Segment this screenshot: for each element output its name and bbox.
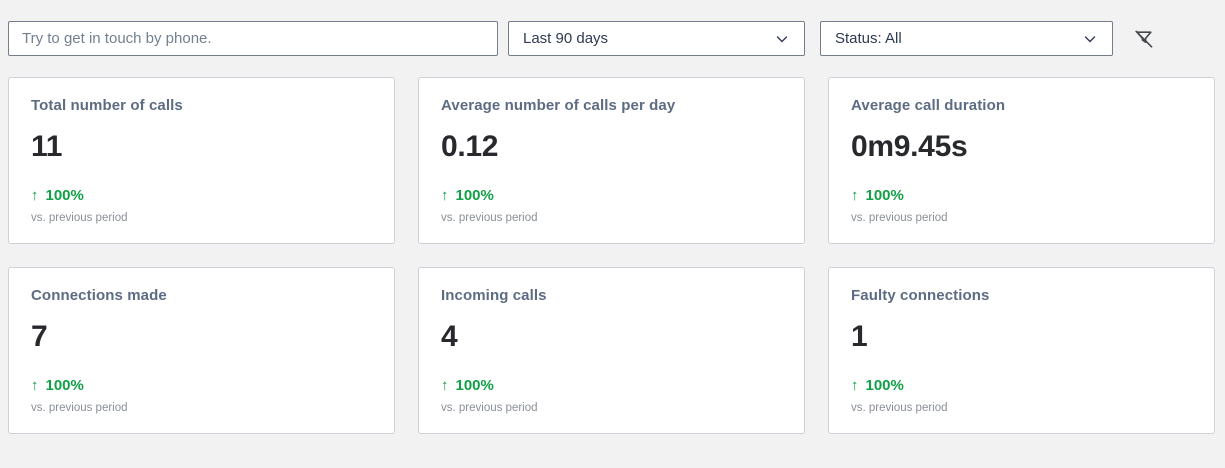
stat-card-total-calls: Total number of calls 11 ↑ 100% vs. prev… [8,77,395,244]
stat-delta: ↑ 100% [31,377,372,394]
stat-delta: ↑ 100% [31,187,372,204]
stat-compare-label: vs. previous period [31,402,128,414]
stat-delta: ↑ 100% [851,187,1192,204]
stats-grid: Total number of calls 11 ↑ 100% vs. prev… [8,77,1215,434]
stat-value: 11 [31,130,63,163]
period-select-value: Last 90 days [523,30,609,47]
stat-delta: ↑ 100% [441,187,782,204]
stat-title: Faulty connections [851,287,990,304]
stat-delta-value: 100% [865,187,904,204]
period-select[interactable]: Last 90 days [508,21,805,56]
stat-card-incoming-calls: Incoming calls 4 ↑ 100% vs. previous per… [418,267,805,434]
stat-compare-label: vs. previous period [441,212,538,224]
chevron-down-icon [776,35,788,42]
search-input[interactable] [8,21,498,56]
stat-title: Incoming calls [441,287,547,304]
stat-value: 7 [31,320,48,353]
trend-up-icon: ↑ [441,377,449,394]
trend-up-icon: ↑ [441,187,449,204]
status-select[interactable]: Status: All [820,21,1113,56]
trend-up-icon: ↑ [851,187,859,204]
stat-title: Total number of calls [31,97,183,114]
stat-card-connections-made: Connections made 7 ↑ 100% vs. previous p… [8,267,395,434]
stat-delta-value: 100% [45,377,84,394]
stat-card-avg-call-duration: Average call duration 0m9.45s ↑ 100% vs.… [828,77,1215,244]
stat-compare-label: vs. previous period [31,212,128,224]
chevron-down-icon [1084,35,1096,42]
stat-value: 4 [441,320,458,353]
stat-value: 0m9.45s [851,130,968,163]
stat-compare-label: vs. previous period [851,402,948,414]
stat-delta-value: 100% [865,377,904,394]
trend-up-icon: ↑ [851,377,859,394]
stat-value: 1 [851,320,868,353]
stat-delta: ↑ 100% [851,377,1192,394]
stat-card-faulty-connections: Faulty connections 1 ↑ 100% vs. previous… [828,267,1215,434]
stat-compare-label: vs. previous period [441,402,538,414]
stat-card-avg-calls-per-day: Average number of calls per day 0.12 ↑ 1… [418,77,805,244]
trend-up-icon: ↑ [31,377,39,394]
clear-filters-button[interactable] [1129,24,1159,54]
stat-delta-value: 100% [455,187,494,204]
stat-title: Average call duration [851,97,1006,114]
stat-compare-label: vs. previous period [851,212,948,224]
stat-value: 0.12 [441,130,499,163]
filter-off-icon [1135,30,1153,48]
filters-toolbar: Last 90 days Status: All [8,21,1215,56]
stat-delta-value: 100% [45,187,84,204]
status-select-value: Status: All [835,30,902,47]
stat-delta: ↑ 100% [441,377,782,394]
stat-title: Connections made [31,287,167,304]
stat-title: Average number of calls per day [441,97,676,114]
trend-up-icon: ↑ [31,187,39,204]
stat-delta-value: 100% [455,377,494,394]
